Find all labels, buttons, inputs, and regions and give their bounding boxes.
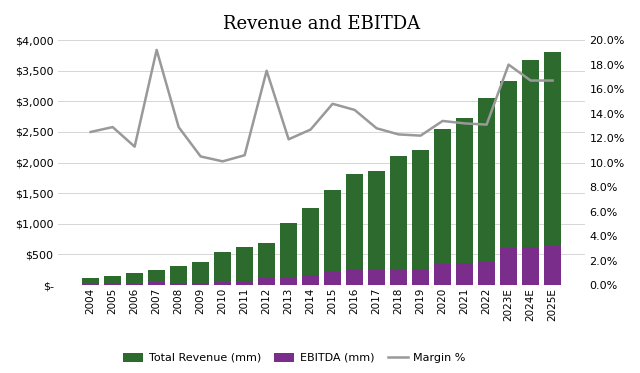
Line: Margin %: Margin % [91,50,552,162]
Bar [435,129,451,285]
Bar [456,118,473,285]
Bar [390,269,407,285]
Margin % [527,78,534,83]
Bar [346,269,363,285]
Bar [214,282,231,285]
Bar [324,190,341,285]
Margin % [219,159,227,164]
Bar [435,264,451,285]
Margin % [395,132,403,137]
Bar [259,243,275,285]
Bar [104,284,121,285]
Margin % [351,108,358,112]
Bar [236,247,253,285]
Margin % [175,125,182,129]
Bar [500,81,517,285]
Margin % [329,101,337,106]
Bar [522,60,539,285]
Bar [148,282,165,285]
Bar [280,278,297,285]
Margin % [109,125,116,129]
Bar [545,52,561,285]
Margin % [263,69,271,73]
Margin % [153,48,161,52]
Margin % [307,127,314,132]
Bar [324,271,341,285]
Margin % [483,122,490,127]
Bar [127,284,143,285]
Bar [236,281,253,285]
Bar [170,266,187,285]
Bar [148,270,165,285]
Bar [412,269,429,285]
Bar [193,262,209,285]
Margin % [372,126,380,131]
Bar [83,284,99,285]
Margin % [285,137,292,141]
Margin % [548,78,556,83]
Bar [478,98,495,285]
Bar [170,283,187,285]
Margin % [87,130,95,134]
Bar [369,170,385,285]
Margin % [131,144,138,149]
Title: Revenue and EBITDA: Revenue and EBITDA [223,15,420,33]
Bar [280,223,297,285]
Legend: Total Revenue (mm), EBITDA (mm), Margin %: Total Revenue (mm), EBITDA (mm), Margin … [119,348,470,367]
Bar [346,173,363,285]
Bar [369,270,385,285]
Bar [412,150,429,285]
Bar [83,278,99,285]
Bar [104,276,121,285]
Bar [259,278,275,285]
Bar [127,273,143,285]
Bar [214,252,231,285]
Bar [500,248,517,285]
Margin % [417,134,424,138]
Bar [456,263,473,285]
Bar [478,261,495,285]
Bar [193,283,209,285]
Bar [522,247,539,285]
Bar [302,275,319,285]
Bar [302,208,319,285]
Margin % [461,121,468,126]
Margin % [505,62,513,67]
Bar [390,156,407,285]
Bar [545,246,561,285]
Margin % [439,119,447,123]
Margin % [241,153,248,157]
Margin % [197,154,205,159]
